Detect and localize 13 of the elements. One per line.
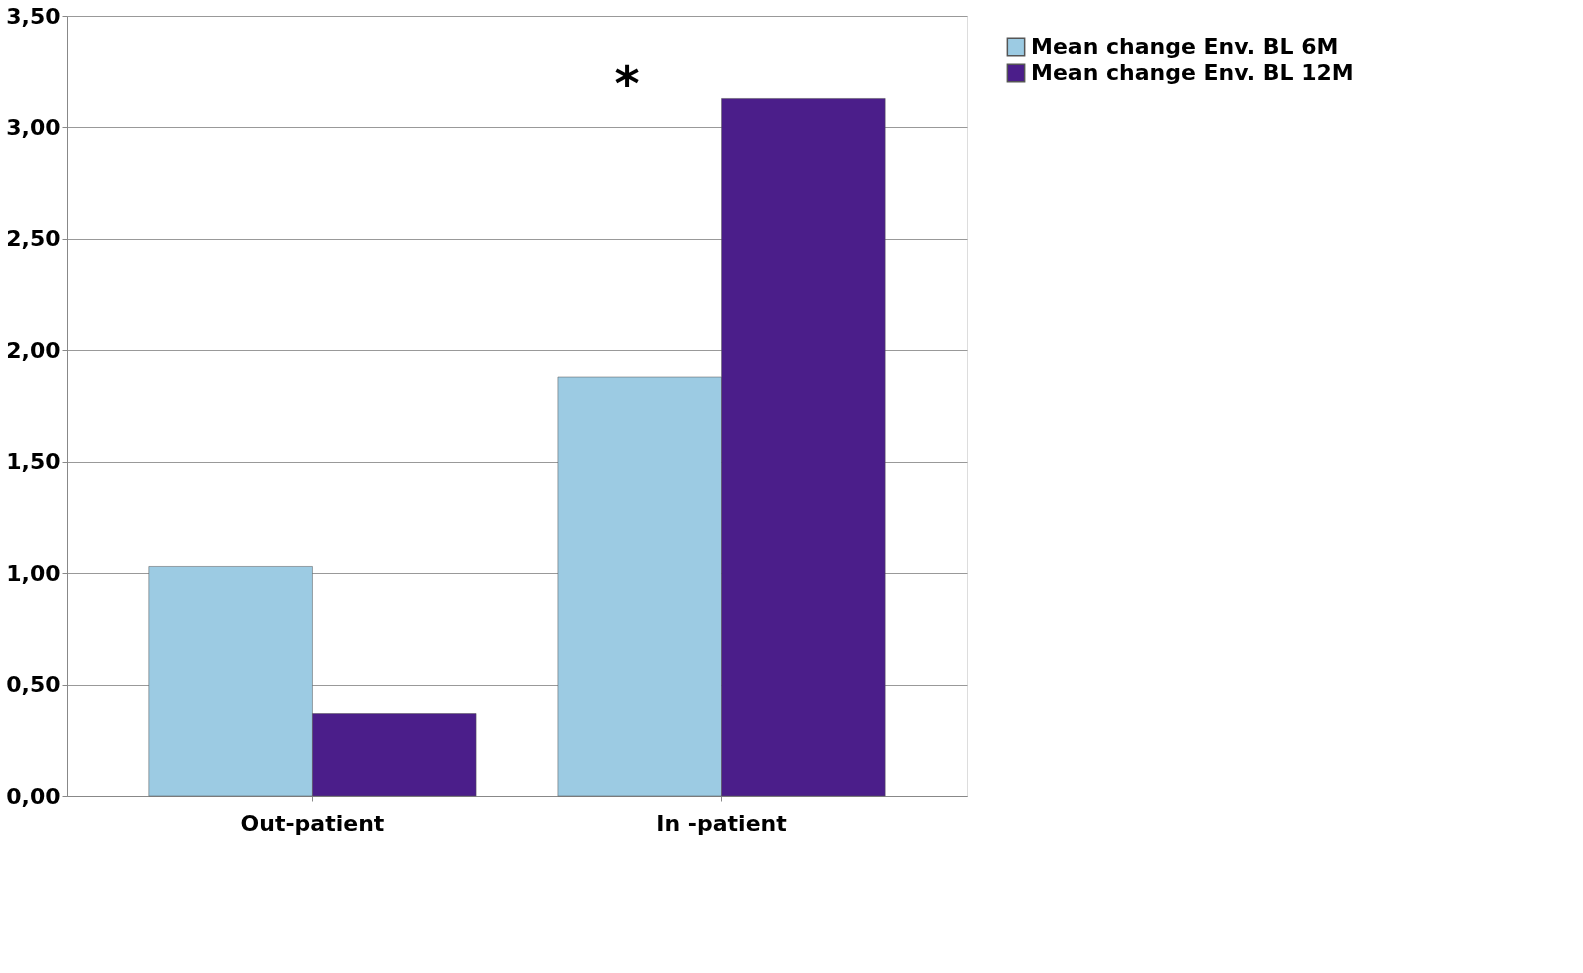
y-tick-label: 3,00 bbox=[6, 114, 61, 140]
legend-label: Mean change Env. BL 12M bbox=[1031, 60, 1354, 85]
y-tick-label: 1,00 bbox=[6, 560, 61, 586]
annotation: * bbox=[614, 55, 640, 111]
y-tick-label: 2,00 bbox=[6, 337, 61, 363]
y-tick-label: 0,00 bbox=[6, 783, 61, 809]
legend-label: Mean change Env. BL 6M bbox=[1031, 34, 1339, 59]
x-tick-label: Out-patient bbox=[240, 810, 385, 836]
x-tick-label: In -patient bbox=[656, 810, 788, 836]
y-tick-label: 2,50 bbox=[6, 226, 61, 252]
y-tick-label: 0,50 bbox=[6, 672, 61, 698]
y-tick-label: 1,50 bbox=[6, 449, 61, 475]
y-tick-label: 3,50 bbox=[6, 3, 61, 29]
